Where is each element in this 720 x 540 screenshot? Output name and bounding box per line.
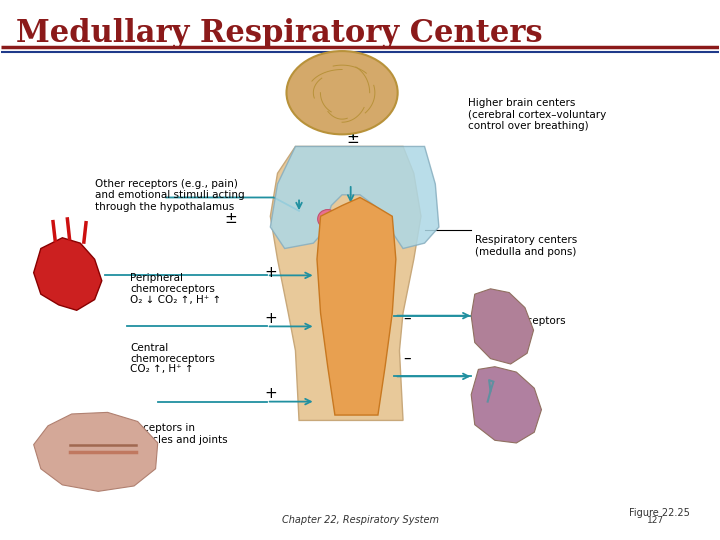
Text: ±: ± (346, 131, 359, 146)
Ellipse shape (287, 51, 397, 134)
Polygon shape (270, 146, 421, 421)
Text: +: + (264, 386, 276, 401)
Text: –: – (402, 351, 410, 366)
Text: Respiratory centers
(medulla and pons): Respiratory centers (medulla and pons) (474, 235, 577, 256)
Text: O₂ ↓ CO₂ ↑, H⁺ ↑: O₂ ↓ CO₂ ↑, H⁺ ↑ (130, 294, 222, 305)
Text: CO₂ ↑, H⁺ ↑: CO₂ ↑, H⁺ ↑ (130, 364, 194, 374)
Text: 127: 127 (647, 516, 664, 525)
Text: –: – (402, 311, 410, 326)
Text: ±: ± (225, 212, 238, 226)
Text: +: + (264, 265, 276, 280)
Text: Medullary Respiratory Centers: Medullary Respiratory Centers (16, 17, 542, 49)
Polygon shape (471, 367, 541, 443)
Text: Central
chemoreceptors: Central chemoreceptors (130, 342, 215, 364)
Polygon shape (471, 289, 534, 364)
Text: Figure 22.25: Figure 22.25 (629, 508, 690, 518)
Text: Other receptors (e.g., pain)
and emotional stimuli acting
through the hypothalam: Other receptors (e.g., pain) and emotion… (94, 179, 244, 212)
Text: Peripheral
chemoreceptors: Peripheral chemoreceptors (130, 273, 215, 294)
Text: +: + (264, 311, 276, 326)
Polygon shape (270, 146, 439, 248)
Polygon shape (317, 198, 396, 415)
Ellipse shape (318, 210, 338, 228)
Text: Receptors in
muscles and joints: Receptors in muscles and joints (130, 423, 228, 445)
Polygon shape (34, 238, 102, 310)
Text: Chapter 22, Respiratory System: Chapter 22, Respiratory System (282, 515, 438, 525)
Text: Irritant
receptors: Irritant receptors (474, 380, 524, 402)
Polygon shape (34, 413, 158, 491)
Text: Higher brain centers
(cerebral cortex–voluntary
control over breathing): Higher brain centers (cerebral cortex–vo… (467, 98, 606, 131)
Text: Stretch receptors
in lungs: Stretch receptors in lungs (474, 316, 565, 338)
